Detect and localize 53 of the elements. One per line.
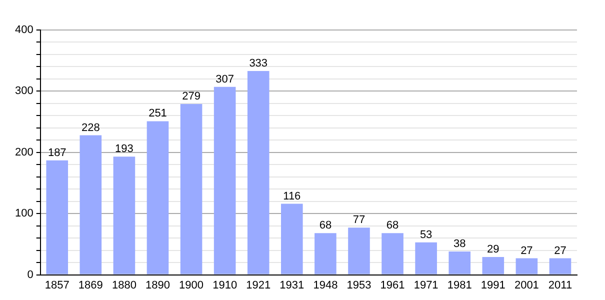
data-label: 27 (520, 244, 533, 257)
data-label: 68 (319, 220, 332, 232)
x-tick-label: 2011 (548, 279, 572, 292)
bar (146, 121, 169, 274)
data-label: 193 (115, 143, 134, 156)
data-label: 77 (352, 214, 366, 226)
bar (382, 233, 404, 274)
bar (415, 242, 437, 274)
data-label: 187 (48, 146, 66, 159)
y-tick-label: 200 (14, 146, 34, 158)
x-tick-label: 1981 (447, 279, 472, 292)
data-label: 251 (148, 108, 167, 120)
x-tick-label: 1900 (179, 279, 204, 292)
data-label: 333 (249, 58, 268, 70)
x-tick-label: 1961 (380, 279, 405, 292)
y-tick-label: 300 (14, 85, 34, 98)
bar (516, 258, 538, 274)
x-tick-label: 2001 (514, 279, 539, 292)
bar (247, 71, 270, 274)
x-tick-label: 1921 (246, 279, 271, 292)
data-label: 27 (554, 244, 566, 257)
data-label: 38 (453, 238, 466, 250)
bar (348, 228, 370, 274)
bar (46, 160, 68, 274)
x-tick-label: 1890 (146, 279, 170, 292)
bar (482, 257, 504, 274)
data-label: 68 (386, 220, 399, 232)
bar (314, 233, 336, 274)
bar (281, 204, 303, 274)
bar (180, 104, 202, 274)
data-label: 228 (81, 122, 100, 134)
data-label: 116 (283, 190, 301, 202)
x-tick-label: 1880 (112, 279, 136, 292)
data-label: 53 (420, 228, 432, 241)
x-tick-label: 1991 (480, 279, 506, 292)
bar (549, 258, 572, 274)
x-tick-label: 1971 (414, 279, 438, 292)
x-tick-label: 1948 (313, 279, 338, 292)
y-tick-label: 0 (27, 268, 34, 281)
bar (80, 135, 102, 274)
x-tick-label: 1953 (346, 279, 372, 292)
x-tick-label: 1910 (212, 279, 238, 292)
bar (214, 86, 236, 274)
data-label: 279 (182, 90, 200, 103)
x-tick-label: 1869 (78, 279, 103, 292)
y-tick-label: 400 (14, 24, 34, 36)
data-label: 307 (216, 73, 234, 86)
x-tick-label: 1857 (44, 279, 70, 292)
x-tick-label: 1931 (280, 279, 304, 292)
y-tick-label: 100 (14, 208, 34, 220)
bar (113, 156, 136, 274)
data-label: 29 (487, 244, 500, 256)
bar (448, 252, 471, 274)
